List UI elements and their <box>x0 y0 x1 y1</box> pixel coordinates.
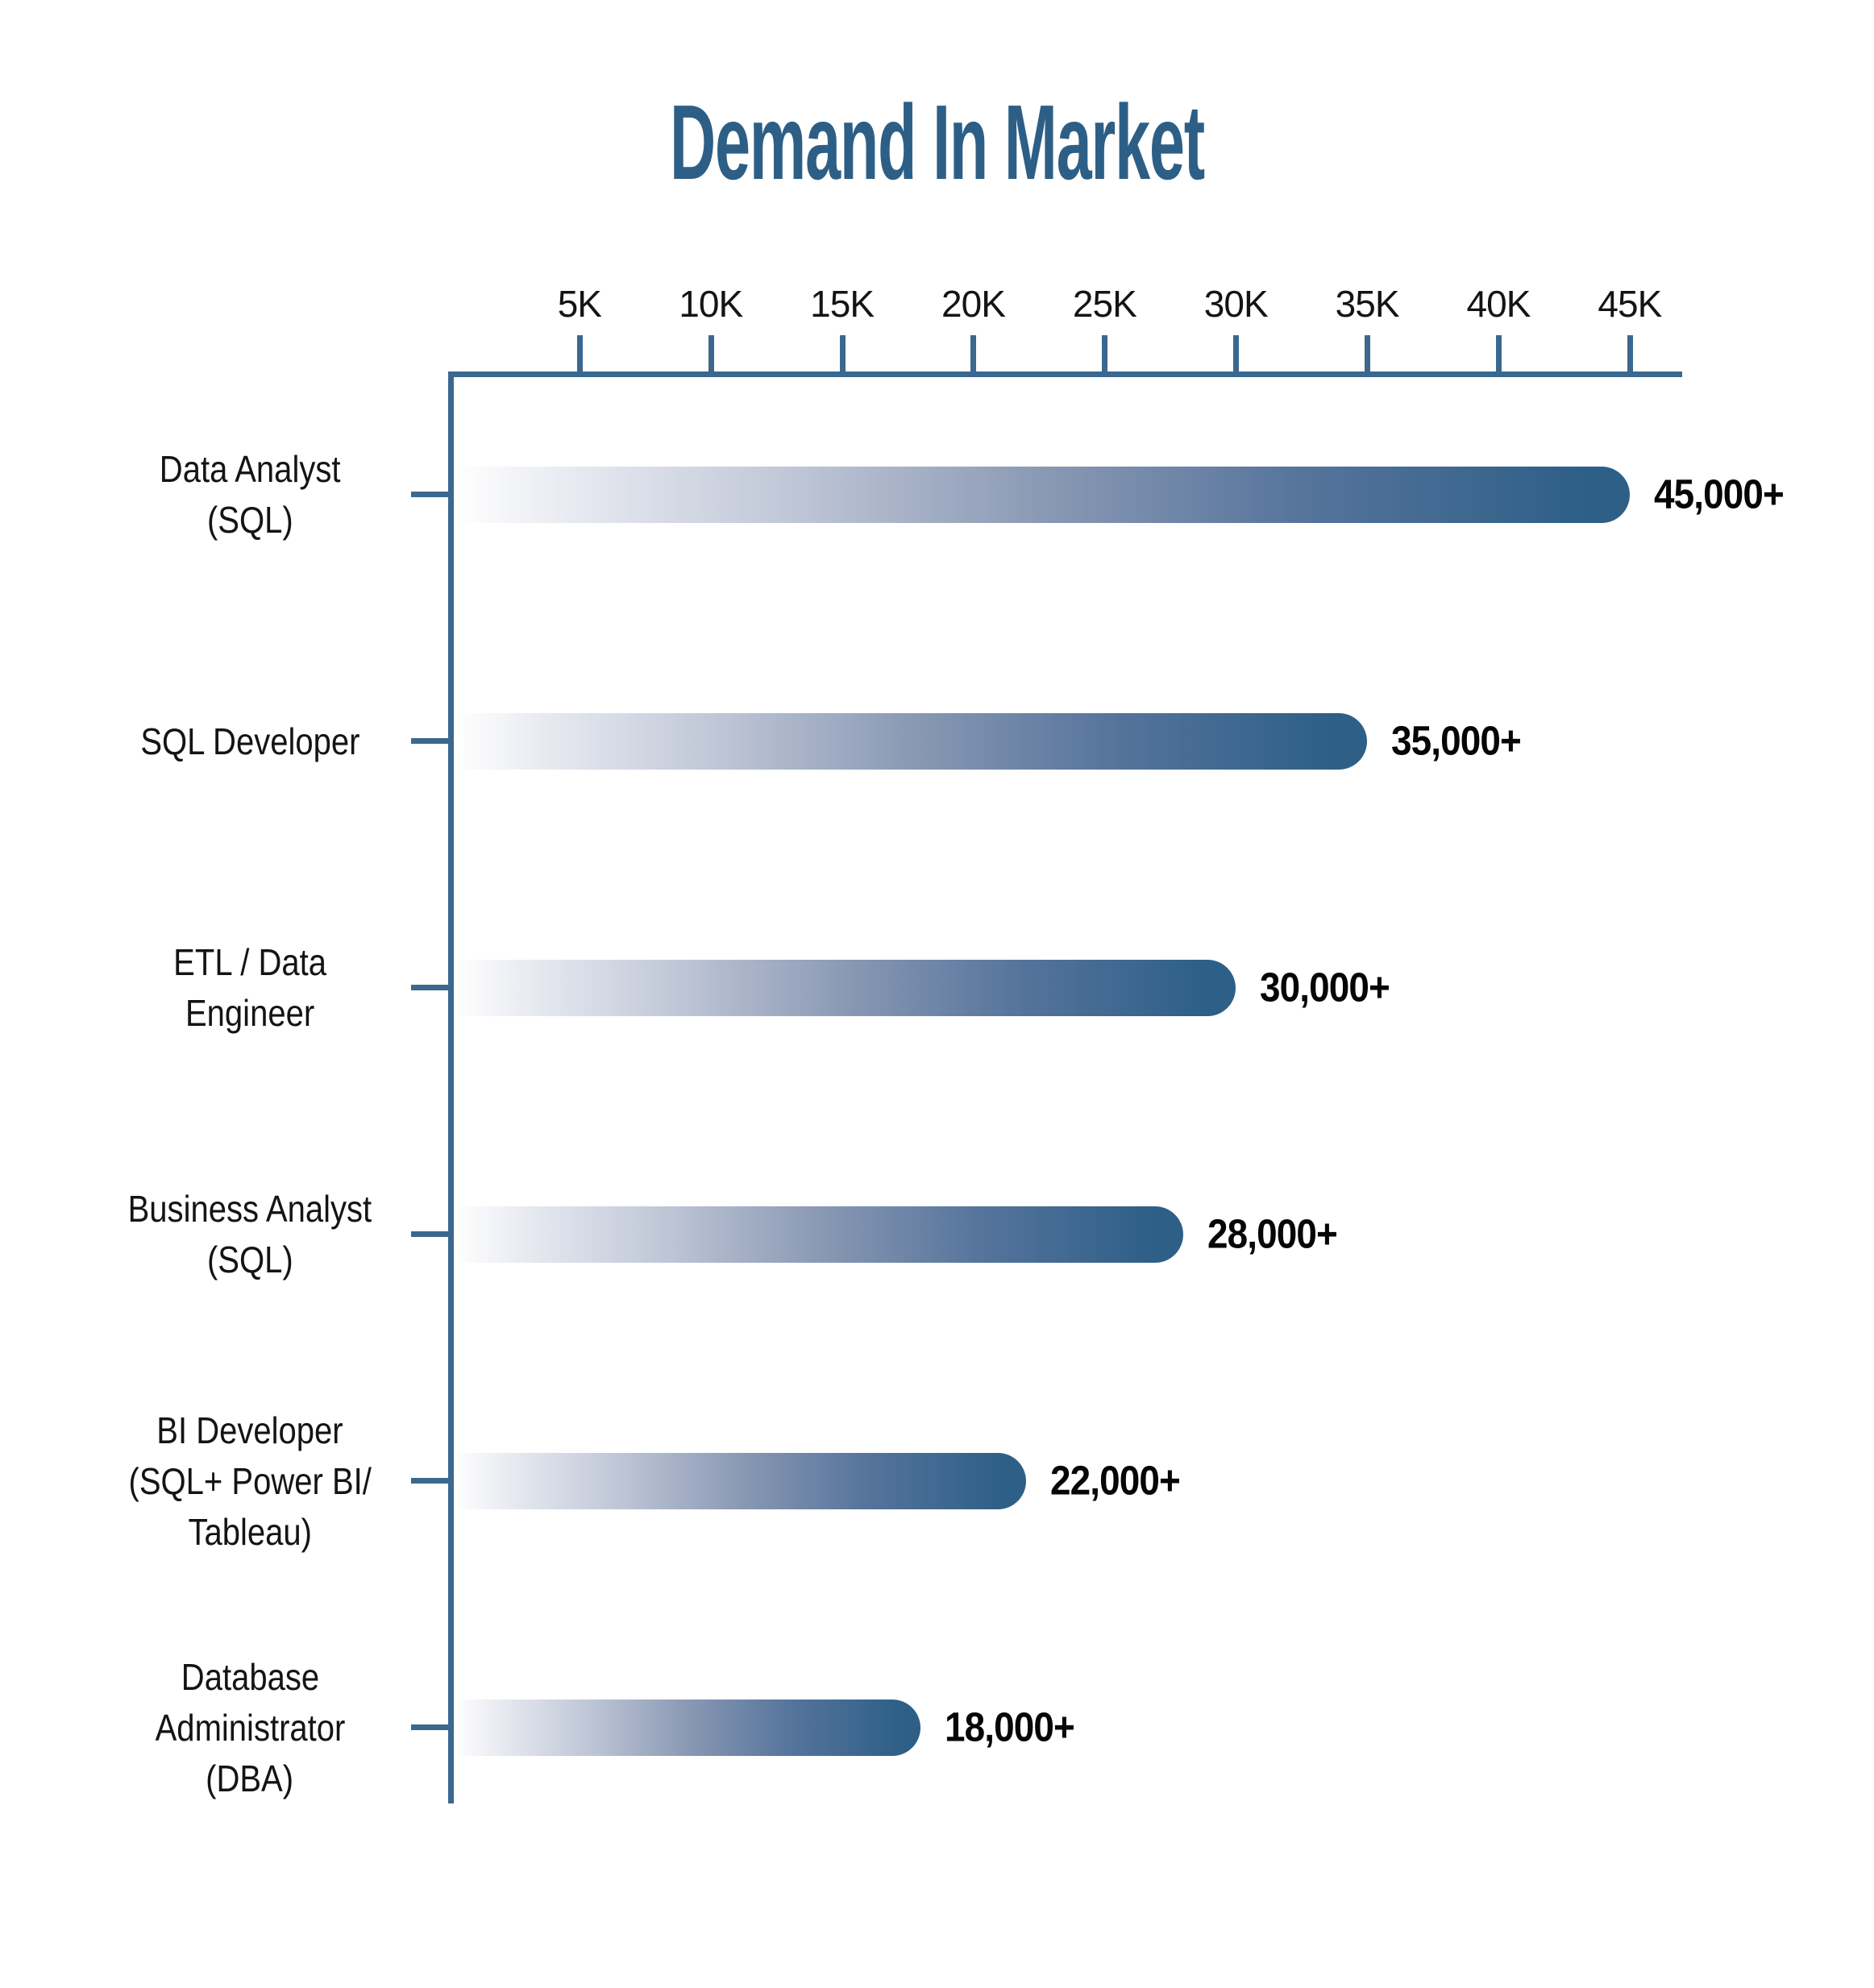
category-label-line: Data Analyst <box>159 448 341 490</box>
value-label-text: 28,000+ <box>1207 1210 1338 1257</box>
x-tick-label: 45K <box>1598 283 1662 325</box>
category-label-line: SQL Developer <box>139 720 360 762</box>
y-tick <box>411 492 448 497</box>
y-tick <box>411 1231 448 1237</box>
category-label: Data Analyst (SQL) <box>64 406 435 583</box>
x-tick-label: 25K <box>1072 283 1137 325</box>
value-label: 22,000+ <box>1050 1456 1195 1504</box>
category-label: Database Administrator (DBA) <box>64 1639 435 1816</box>
value-label: 30,000+ <box>1260 963 1404 1011</box>
category-label-line: BI Developer <box>156 1409 343 1451</box>
x-tick-label: 30K <box>1203 283 1269 325</box>
chart-title: Demand In Market <box>0 77 1874 206</box>
x-tick <box>1233 335 1240 371</box>
bar <box>454 1453 1026 1509</box>
x-axis-line <box>448 371 1682 377</box>
x-tick-label: 15K <box>810 283 875 325</box>
category-label-line: (DBA) <box>206 1757 294 1799</box>
value-label-text: 18,000+ <box>945 1704 1075 1750</box>
bar <box>454 713 1368 770</box>
x-tick <box>576 335 583 371</box>
category-label: BI Developer (SQL+ Power BI/Tableau) <box>64 1392 435 1570</box>
bar <box>454 960 1236 1016</box>
x-tick <box>1365 335 1371 371</box>
x-tick <box>839 335 846 371</box>
value-label-text: 35,000+ <box>1391 717 1522 764</box>
x-tick <box>1495 335 1502 371</box>
chart-title-text: Demand In Market <box>670 82 1205 201</box>
y-tick <box>411 985 448 990</box>
value-label-text: 30,000+ <box>1260 964 1390 1011</box>
category-label-line: Business Analyst <box>127 1188 372 1230</box>
category-label-line: Database <box>181 1655 319 1698</box>
value-label: 28,000+ <box>1207 1210 1352 1257</box>
bar <box>454 1206 1184 1263</box>
y-tick <box>411 738 448 744</box>
category-label-line: Engineer <box>185 992 315 1034</box>
x-tick-label: 35K <box>1335 283 1400 325</box>
y-axis-line <box>448 371 454 1803</box>
value-label: 18,000+ <box>945 1703 1089 1750</box>
x-tick <box>970 335 977 371</box>
x-tick <box>1627 335 1633 371</box>
category-label-line: Administrator <box>155 1706 345 1749</box>
x-tick-label: 40K <box>1466 283 1531 325</box>
bar <box>454 1700 921 1756</box>
category-label: ETL / Data Engineer <box>64 899 435 1077</box>
value-label: 35,000+ <box>1391 716 1535 764</box>
category-label-line: Tableau) <box>188 1510 312 1553</box>
category-label-line: (SQL+ Power BI/ <box>128 1459 372 1502</box>
category-label: SQL Developer <box>64 653 435 830</box>
x-tick-label: 5K <box>557 283 602 325</box>
category-label-line: (SQL) <box>206 499 293 541</box>
value-label-text: 45,000+ <box>1653 471 1785 517</box>
category-label-line: (SQL) <box>206 1239 293 1280</box>
value-label: 45,000+ <box>1654 470 1798 517</box>
category-label-line: ETL / Data <box>173 941 326 983</box>
category-label: Business Analyst (SQL) <box>64 1146 435 1323</box>
y-tick <box>411 1478 448 1484</box>
value-label-text: 22,000+ <box>1049 1457 1181 1504</box>
x-tick-label: 10K <box>679 283 743 325</box>
x-tick-label: 20K <box>941 283 1006 325</box>
bar <box>454 467 1630 523</box>
x-tick <box>1102 335 1108 371</box>
y-tick <box>411 1724 448 1730</box>
x-tick <box>708 335 714 371</box>
